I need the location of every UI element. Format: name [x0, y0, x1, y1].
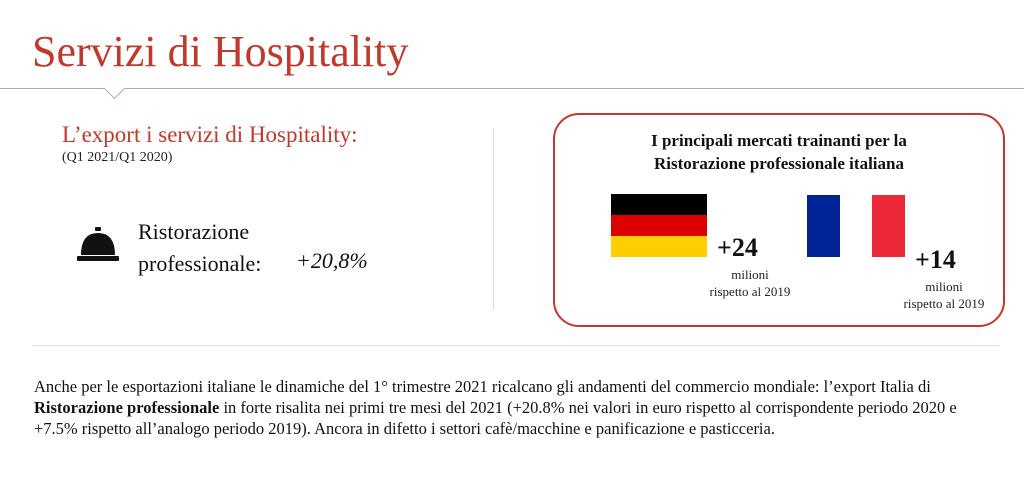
france-unit: milioni: [925, 279, 963, 294]
markets-card: I principali mercati trainanti per la Ri…: [553, 113, 1005, 327]
title-divider-notch: [103, 77, 126, 100]
germany-unit: milioni: [731, 267, 769, 282]
title-divider: [0, 88, 1024, 89]
metric-label-line2: professionale:: [138, 251, 262, 276]
export-heading: L’export i servizi di Hospitality:: [62, 122, 358, 147]
france-flag-stripe-white: [840, 195, 872, 257]
germany-flag-icon: [611, 194, 707, 257]
vertical-divider: [493, 128, 494, 310]
france-value: +14: [915, 245, 956, 274]
france-flag-stripe-red: [872, 195, 905, 257]
service-bell-icon: [77, 227, 119, 261]
markets-card-title-line2: Ristorazione professionale italiana: [654, 154, 904, 173]
period-label: (Q1 2021/Q1 2020): [62, 150, 173, 165]
germany-value: +24: [717, 233, 758, 262]
germany-note: milioni rispetto al 2019: [695, 266, 805, 300]
france-flag-icon: [807, 195, 905, 257]
body-text-bold: Ristorazione professionale: [34, 398, 220, 417]
page-title: Servizi di Hospitality: [32, 27, 409, 76]
body-text-part1: Anche per le esportazioni italiane le di…: [34, 377, 931, 396]
germany-flag-stripe-gold: [611, 236, 707, 257]
germany-flag-stripe-black: [611, 194, 707, 215]
france-flag-stripe-blue: [807, 195, 840, 257]
section-divider: [32, 345, 1000, 346]
body-paragraph: Anche per le esportazioni italiane le di…: [34, 376, 1004, 439]
metric-value: +20,8%: [296, 248, 368, 273]
germany-flag-stripe-red: [611, 215, 707, 236]
france-note: milioni rispetto al 2019: [889, 278, 999, 312]
germany-comparison: rispetto al 2019: [709, 284, 791, 299]
france-comparison: rispetto al 2019: [903, 296, 985, 311]
body-text-part2: in forte risalita nei primi tre mesi del…: [34, 398, 957, 438]
markets-card-title-line1: I principali mercati trainanti per la: [651, 131, 907, 150]
metric-label-line1: Ristorazione: [138, 219, 250, 244]
markets-card-title: I principali mercati trainanti per la Ri…: [555, 129, 1003, 175]
metric-label: Ristorazione professionale:: [138, 216, 261, 280]
